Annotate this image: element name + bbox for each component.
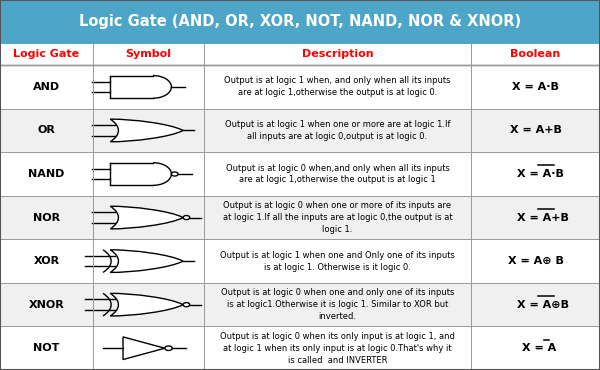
Circle shape — [183, 303, 190, 307]
Text: NAND: NAND — [28, 169, 65, 179]
Text: MADPCB: MADPCB — [169, 143, 215, 175]
Text: MADPCB: MADPCB — [307, 199, 353, 231]
PathPatch shape — [110, 119, 183, 142]
Circle shape — [172, 172, 178, 176]
Text: X = A+B: X = A+B — [509, 125, 562, 135]
PathPatch shape — [123, 337, 165, 360]
Bar — [0, 283, 600, 326]
Bar — [0, 239, 600, 283]
PathPatch shape — [110, 250, 183, 272]
Text: Output is at logic 1 when one or more are at logic 1.If
all inputs are at logic : Output is at logic 1 when one or more ar… — [225, 120, 450, 141]
Text: Output is at logic 0 when,and only when all its inputs
are at logic 1,otherwise : Output is at logic 0 when,and only when … — [226, 164, 449, 184]
Text: X = A+B: X = A+B — [517, 212, 568, 223]
Circle shape — [183, 215, 190, 220]
Text: X = A⊕B: X = A⊕B — [517, 300, 569, 310]
Text: MADPCB: MADPCB — [169, 254, 215, 286]
Text: NOR: NOR — [33, 212, 60, 223]
Text: X = A·B: X = A·B — [512, 82, 559, 92]
Text: OR: OR — [38, 125, 55, 135]
PathPatch shape — [110, 293, 183, 316]
Text: MADPCB: MADPCB — [307, 310, 353, 342]
Text: MADPCB: MADPCB — [445, 254, 491, 286]
Text: AND: AND — [33, 82, 60, 92]
Text: MADPCB: MADPCB — [25, 310, 71, 342]
Text: MADPCB: MADPCB — [445, 143, 491, 175]
Bar — [0, 65, 600, 109]
Text: XOR: XOR — [34, 256, 59, 266]
PathPatch shape — [110, 206, 183, 229]
Text: NOT: NOT — [34, 343, 59, 353]
Bar — [0, 326, 600, 370]
Text: Output is at logic 1 when one and Only one of its inputs
is at logic 1. Otherwis: Output is at logic 1 when one and Only o… — [220, 251, 455, 272]
Text: Description: Description — [302, 49, 373, 60]
Text: Output is at logic 0 when one and only one of its inputs
is at logic1.Otherwise : Output is at logic 0 when one and only o… — [221, 288, 454, 321]
Text: X = A: X = A — [522, 343, 556, 353]
Text: X = A·B: X = A·B — [517, 169, 563, 179]
Text: XNOR: XNOR — [29, 300, 64, 310]
Text: Boolean: Boolean — [511, 49, 560, 60]
Circle shape — [165, 346, 172, 350]
Text: Output is at logic 0 when one or more of its inputs are
at logic 1.If all the in: Output is at logic 0 when one or more of… — [223, 201, 452, 234]
Text: X = A⊕ B: X = A⊕ B — [508, 256, 563, 266]
Text: Symbol: Symbol — [125, 49, 172, 60]
Text: Output is at logic 1 when, and only when all its inputs
are at logic 1,otherwise: Output is at logic 1 when, and only when… — [224, 77, 451, 97]
Text: MADPCB: MADPCB — [25, 199, 71, 231]
Bar — [0, 196, 600, 239]
Text: Output is at logic 0 when its only input is at logic 1, and
at logic 1 when its : Output is at logic 0 when its only input… — [220, 332, 455, 364]
Bar — [0, 152, 600, 196]
Bar — [0, 0, 600, 44]
Text: MADPCB: MADPCB — [25, 88, 71, 120]
Bar — [0, 109, 600, 152]
Text: MADPCB: MADPCB — [307, 88, 353, 120]
Text: Logic Gate: Logic Gate — [13, 49, 80, 60]
Text: Logic Gate (AND, OR, XOR, NOT, NAND, NOR & XNOR): Logic Gate (AND, OR, XOR, NOT, NAND, NOR… — [79, 14, 521, 29]
